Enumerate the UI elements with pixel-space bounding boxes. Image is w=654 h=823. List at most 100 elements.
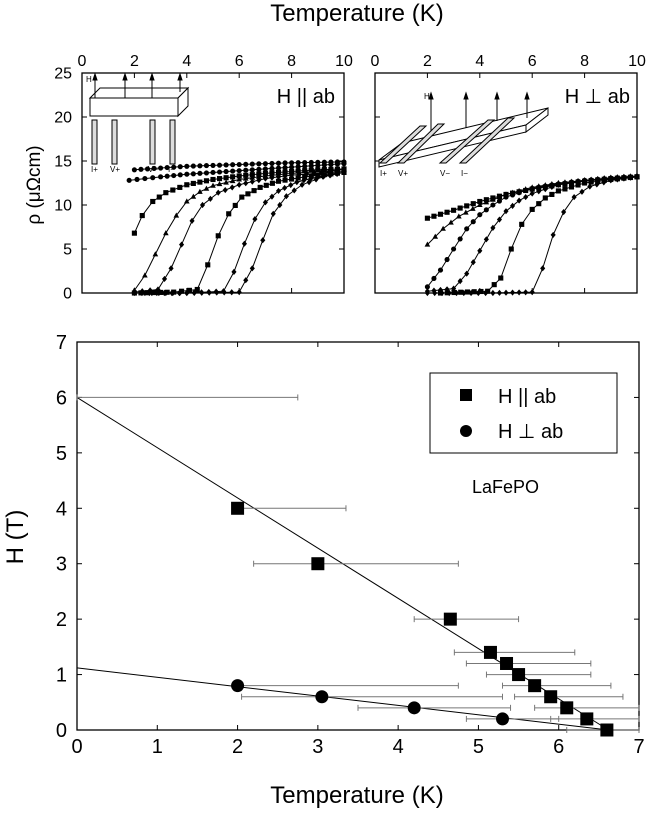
data-point (184, 171, 190, 177)
data-point (432, 289, 438, 297)
data-point (549, 183, 555, 191)
inset-label-v-minus: V− (148, 165, 158, 174)
data-point (163, 230, 169, 236)
data-point (295, 164, 301, 170)
data-point (457, 205, 463, 211)
data-point (231, 501, 245, 515)
data-point (189, 217, 195, 224)
data-point (627, 174, 634, 181)
data-point (457, 236, 463, 242)
inset-schematic (88, 72, 190, 165)
data-point (461, 289, 467, 297)
data-point (431, 275, 437, 282)
data-point (131, 230, 137, 236)
legend: H || ab H ⊥ ab (429, 372, 618, 454)
y-tick-label: 1 (56, 665, 67, 687)
data-point (243, 180, 249, 187)
data-point (469, 205, 476, 211)
data-point (262, 161, 268, 167)
data-point (275, 187, 282, 194)
data-point (503, 289, 509, 296)
data-point (587, 183, 593, 190)
data-point (229, 177, 236, 184)
data-point (163, 190, 169, 196)
data-point (315, 690, 329, 704)
data-point (161, 275, 168, 282)
data-point (544, 690, 558, 704)
panel-h-perp: 0 2 4 6 8 10 H ⊥ ab H I+ V+ V− I− (371, 53, 646, 297)
y-tick-label: 20 (54, 110, 72, 127)
data-point (210, 182, 216, 188)
data-point (451, 246, 457, 252)
data-point (483, 289, 489, 297)
data-point (249, 174, 256, 180)
data-point (448, 219, 454, 225)
inset-label-i-plus: I+ (91, 165, 98, 174)
data-point (424, 289, 430, 297)
inset-label-v-plus: V+ (110, 165, 120, 174)
data-point (304, 171, 310, 178)
x-tick-label: 0 (371, 53, 380, 70)
data-point (588, 179, 594, 185)
data-point (289, 160, 295, 166)
data-point (243, 161, 249, 167)
data-point (176, 289, 182, 297)
data-point (475, 289, 481, 297)
data-point (295, 168, 301, 174)
data-point (203, 185, 210, 191)
data-point (498, 275, 504, 281)
data-point (478, 288, 484, 295)
data-point (519, 221, 525, 227)
data-point (134, 176, 140, 183)
data-point (232, 202, 238, 208)
data-point (154, 289, 160, 297)
data-point (458, 289, 464, 295)
data-point (308, 163, 314, 169)
data-point (302, 174, 308, 180)
data-point (302, 168, 308, 174)
data-point (177, 172, 183, 178)
data-point (463, 209, 469, 215)
data-point (496, 712, 510, 726)
data-point (496, 198, 503, 204)
data-point (437, 211, 444, 217)
data-point (223, 179, 229, 185)
data-point (169, 289, 175, 297)
data-point (483, 236, 489, 243)
data-point (262, 175, 268, 182)
data-point (536, 184, 542, 190)
data-point (197, 170, 203, 176)
data-point (334, 161, 341, 167)
data-point (230, 174, 236, 180)
data-point (568, 179, 575, 186)
data-point (550, 231, 556, 238)
data-point (490, 196, 496, 202)
data-point (171, 164, 177, 170)
data-point (315, 162, 321, 168)
data-point (142, 176, 148, 182)
data-point (456, 213, 462, 219)
data-point (444, 209, 450, 215)
data-point (301, 177, 307, 184)
data-point (555, 188, 561, 194)
data-point (282, 160, 288, 166)
data-point (243, 167, 249, 173)
data-point (571, 194, 577, 201)
y-tick-label: 5 (63, 242, 72, 259)
y-tick-label: 10 (54, 198, 72, 215)
x-tick-label: 3 (312, 736, 323, 758)
inset-label-i-minus: I− (461, 169, 468, 178)
data-point (299, 181, 305, 188)
data-point (199, 201, 206, 209)
data-point (291, 187, 297, 194)
x-tick-label: 6 (528, 53, 537, 70)
data-point (496, 289, 503, 296)
data-point (464, 270, 470, 277)
x-tick-label: 2 (130, 53, 139, 70)
data-point (190, 171, 196, 177)
data-point (249, 265, 255, 272)
data-point (302, 163, 308, 169)
data-point (496, 194, 503, 200)
data-point (529, 289, 535, 296)
